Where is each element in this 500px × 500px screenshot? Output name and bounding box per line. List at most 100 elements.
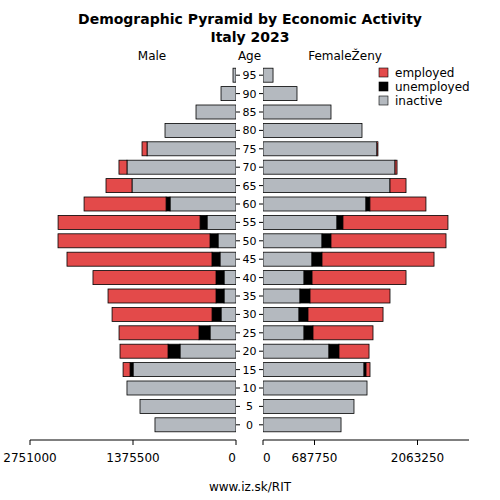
female-bar <box>299 307 308 321</box>
x-tick-label: 0 <box>228 451 236 465</box>
age-tick <box>259 240 263 241</box>
age-label: 80 <box>243 124 257 137</box>
male-bar <box>127 160 236 174</box>
male-bar <box>224 271 236 285</box>
age-tick <box>236 424 240 425</box>
male-bar <box>224 289 236 303</box>
female-bar <box>313 326 373 340</box>
age-tick <box>259 424 263 425</box>
age-tick <box>259 93 263 94</box>
age-tick <box>236 406 240 407</box>
age-tick <box>259 130 263 131</box>
male-bar <box>170 197 236 211</box>
male-bar <box>212 307 221 321</box>
x-tick-label: 2063250 <box>391 451 444 465</box>
male-bar <box>155 418 236 432</box>
male-bar <box>147 142 236 156</box>
female-bars <box>263 68 448 432</box>
male-bar <box>220 252 236 266</box>
age-label: 70 <box>243 161 257 174</box>
female-bar <box>263 215 337 229</box>
female-bar <box>263 363 364 377</box>
female-bar <box>263 87 297 101</box>
age-label: 5 <box>246 400 253 413</box>
age-tick <box>259 369 263 370</box>
male-bar <box>207 215 236 229</box>
age-tick <box>236 112 240 113</box>
male-bar <box>108 289 216 303</box>
male-bar <box>200 215 207 229</box>
age-label: 0 <box>246 419 253 432</box>
age-label: 85 <box>243 106 257 119</box>
female-bar <box>263 179 390 193</box>
age-label: 20 <box>243 345 257 358</box>
male-bar <box>127 381 236 395</box>
age-tick <box>259 406 263 407</box>
age-tick <box>236 351 240 352</box>
x-tick <box>236 440 237 445</box>
male-bar <box>140 399 236 413</box>
female-bar <box>263 105 331 119</box>
female-bar <box>339 344 369 358</box>
female-bar <box>370 197 426 211</box>
legend-label: inactive <box>395 94 442 108</box>
age-label: 35 <box>243 290 257 303</box>
male-bar <box>221 307 236 321</box>
age-label: 90 <box>243 88 257 101</box>
female-bar <box>263 307 299 321</box>
male-bar <box>168 344 180 358</box>
female-bar <box>263 142 377 156</box>
male-bar <box>106 179 132 193</box>
female-bar <box>263 123 362 137</box>
female-bar <box>263 197 366 211</box>
age-tick <box>259 259 263 260</box>
age-tick <box>236 185 240 186</box>
age-tick <box>236 240 240 241</box>
age-label: 65 <box>243 180 257 193</box>
age-tick <box>236 167 240 168</box>
x-tick <box>417 440 418 445</box>
age-label: 95 <box>243 69 257 82</box>
female-bar <box>322 234 331 248</box>
female-bar <box>390 179 406 193</box>
age-tick <box>259 277 263 278</box>
female-bar <box>263 68 273 82</box>
subtitle: Italy 2023 <box>210 29 289 45</box>
male-bar <box>212 252 220 266</box>
age-label: 55 <box>243 216 257 229</box>
male-bar <box>218 234 236 248</box>
right-label: FemaleŽeny <box>308 48 382 63</box>
x-tick <box>133 440 134 445</box>
female-bar <box>263 399 354 413</box>
legend-swatch <box>379 82 388 91</box>
age-label: 60 <box>243 198 257 211</box>
source: www.iz.sk/RIT <box>209 480 292 494</box>
x-tick <box>314 440 315 445</box>
male-bar <box>199 326 210 340</box>
age-tick <box>236 130 240 131</box>
female-bar <box>263 326 304 340</box>
x-axis-right <box>263 440 469 441</box>
age-label: 45 <box>243 253 257 266</box>
age-tick <box>236 222 240 223</box>
age-label: 50 <box>243 235 257 248</box>
male-bar <box>112 307 212 321</box>
age-label: 40 <box>243 272 257 285</box>
male-bar <box>166 197 170 211</box>
male-bar <box>120 344 168 358</box>
legend-swatch <box>379 68 388 77</box>
title: Demographic Pyramid by Economic Activity <box>78 11 422 27</box>
female-bar <box>343 215 448 229</box>
female-bar <box>376 142 378 156</box>
male-bar <box>58 215 200 229</box>
female-bar <box>312 271 406 285</box>
female-bar <box>337 215 343 229</box>
x-tick-label: 1375500 <box>106 451 159 465</box>
age-tick <box>236 204 240 205</box>
female-bar <box>263 234 322 248</box>
x-tick-label: 2751000 <box>3 451 56 465</box>
age-label: 10 <box>243 382 257 395</box>
age-tick <box>259 185 263 186</box>
male-bar <box>210 326 236 340</box>
age-tick <box>259 204 263 205</box>
